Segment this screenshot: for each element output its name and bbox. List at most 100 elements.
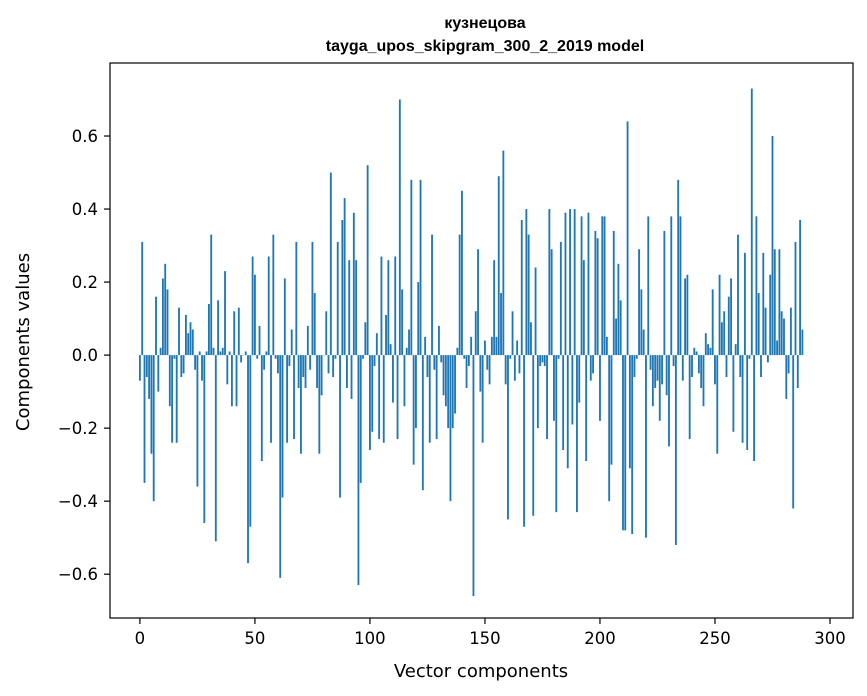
bar-component-33 — [214, 355, 217, 542]
bar-component-161 — [509, 355, 512, 359]
bar-component-27 — [201, 355, 203, 381]
bar-component-39 — [228, 351, 231, 356]
bar-component-1 — [141, 241, 144, 356]
bar-component-52 — [258, 325, 261, 356]
bar-component-35 — [219, 351, 222, 356]
bar-component-153 — [490, 336, 493, 356]
bar-component-108 — [387, 260, 390, 356]
bar-component-6 — [152, 355, 155, 502]
bar-component-193 — [582, 260, 585, 356]
bar-component-22 — [189, 322, 192, 356]
bar-component-87 — [339, 355, 341, 498]
bar-component-47 — [247, 355, 249, 564]
bar-component-119 — [412, 355, 415, 465]
bar-component-241 — [693, 347, 696, 356]
bar-component-162 — [511, 311, 514, 356]
bar-component-59 — [274, 355, 277, 359]
bar-component-75 — [311, 241, 314, 356]
bar-component-174 — [539, 355, 542, 367]
bar-component-19 — [182, 355, 185, 374]
bar-component-274 — [769, 274, 772, 356]
bar-component-175 — [541, 355, 544, 363]
bar-component-95 — [357, 355, 360, 586]
bar-component-77 — [316, 355, 318, 388]
bar-component-205 — [610, 355, 613, 465]
bar-component-63 — [283, 278, 286, 356]
bar-component-113 — [398, 99, 401, 356]
bar-component-217 — [638, 249, 640, 356]
bar-component-166 — [520, 220, 523, 356]
y-tick-label: 0.6 — [72, 127, 98, 146]
bar-component-168 — [525, 209, 528, 356]
bar-component-148 — [479, 355, 482, 392]
bar-component-86 — [336, 241, 339, 356]
bar-component-238 — [686, 274, 689, 356]
x-axis-label: Vector components — [394, 661, 568, 682]
chart-title: кузнецова — [444, 15, 525, 32]
bar-component-278 — [778, 249, 781, 356]
bar-component-167 — [523, 355, 525, 527]
bar-component-136 — [451, 355, 454, 429]
bar-component-40 — [231, 355, 233, 407]
bar-component-214 — [631, 355, 634, 535]
bar-component-3 — [145, 355, 148, 378]
bar-component-12 — [166, 289, 169, 356]
bar-component-61 — [279, 355, 282, 578]
bar-component-171 — [532, 355, 535, 516]
bar-component-232 — [672, 355, 675, 367]
x-tick-label: 150 — [469, 629, 501, 648]
bar-component-116 — [405, 347, 408, 356]
bar-component-261 — [739, 355, 742, 378]
bar-component-269 — [757, 293, 760, 356]
bar-component-74 — [309, 355, 312, 370]
bar-component-263 — [743, 252, 746, 356]
bar-component-72 — [304, 355, 307, 388]
bar-component-173 — [536, 355, 539, 429]
y-tick-label: 0.0 — [72, 346, 98, 365]
bar-component-213 — [628, 355, 631, 469]
bar-component-13 — [168, 355, 171, 407]
bar-component-265 — [748, 355, 751, 359]
bar-component-60 — [277, 355, 279, 374]
bar-component-236 — [681, 355, 684, 381]
bar-component-14 — [171, 355, 174, 443]
bar-component-254 — [723, 311, 726, 356]
bar-component-102 — [373, 355, 376, 367]
bar-component-66 — [290, 329, 293, 356]
bar-component-192 — [580, 216, 583, 356]
bar-component-94 — [355, 260, 358, 356]
bar-component-226 — [658, 355, 661, 421]
bar-component-145 — [472, 355, 475, 597]
bar-component-133 — [444, 355, 447, 407]
bar-component-259 — [734, 344, 737, 356]
bar-component-180 — [553, 355, 555, 421]
bar-component-130 — [438, 325, 440, 356]
bar-component-16 — [175, 355, 178, 443]
bar-component-196 — [589, 355, 592, 381]
bar-component-23 — [191, 329, 194, 356]
bar-component-124 — [424, 336, 427, 356]
bar-component-125 — [426, 355, 429, 378]
bar-component-268 — [755, 216, 758, 356]
bar-component-177 — [546, 355, 548, 440]
bar-component-4 — [148, 355, 151, 399]
y-tick-label: 0.4 — [72, 200, 98, 219]
bar-component-281 — [785, 355, 788, 399]
bar-component-122 — [419, 179, 422, 356]
bar-component-54 — [263, 355, 266, 370]
bar-component-216 — [635, 355, 638, 359]
bar-component-79 — [320, 355, 323, 396]
bar-component-200 — [599, 355, 601, 421]
bar-component-98 — [364, 322, 367, 356]
bar-component-260 — [737, 234, 739, 356]
bar-component-37 — [224, 271, 226, 356]
bar-component-197 — [592, 355, 594, 374]
bar-component-170 — [530, 322, 532, 356]
bar-component-185 — [564, 212, 567, 356]
bar-component-272 — [764, 307, 767, 356]
bar-component-67 — [293, 355, 295, 440]
bar-component-137 — [454, 355, 456, 414]
bar-component-210 — [622, 355, 624, 531]
bar-component-244 — [700, 355, 703, 388]
bar-component-34 — [217, 300, 220, 356]
